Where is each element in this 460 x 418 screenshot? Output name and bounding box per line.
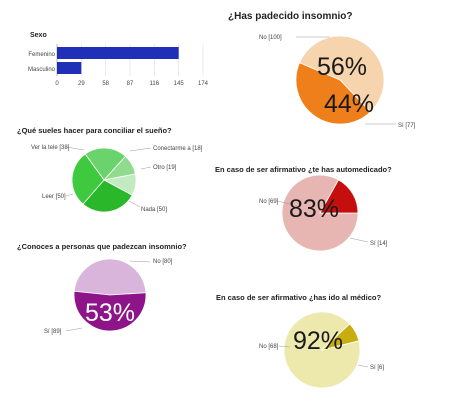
insomnio-title: ¿Has padecido insomnio? — [228, 11, 352, 22]
slice-label: Sí [6] — [370, 365, 384, 371]
slice-label: Sí [14] — [370, 241, 388, 247]
slice-label: No [100] — [259, 35, 282, 41]
slice-label: Otro [19] — [153, 165, 177, 171]
conciliar-slices — [71, 147, 137, 213]
leader-line — [357, 364, 369, 368]
pie-slice — [73, 258, 147, 296]
pie-slice — [71, 153, 105, 205]
slice-label: No [68] — [259, 344, 279, 350]
slice-label: Leer [50] — [42, 194, 66, 200]
conoces-pie-chart: ¿Conoces a personas que padezcan insomni… — [17, 242, 187, 335]
x-tick-label: 145 — [174, 81, 185, 87]
slice-label: Ver la tele [38] — [31, 145, 70, 151]
automedicado-pie-chart: En caso de ser afirmativo ¿te has autome… — [215, 165, 392, 252]
leader-line — [276, 200, 291, 205]
leader-line — [65, 193, 74, 197]
pie-slice — [298, 35, 385, 113]
sexo-category-label: Femenino — [28, 52, 55, 58]
pie-slice — [73, 290, 147, 332]
leader-line — [129, 147, 152, 152]
leader-line — [65, 327, 83, 332]
insomnio-slices — [295, 35, 385, 125]
slice-label: No [69] — [259, 199, 279, 205]
sexo-bar-chart: Sexo Femenino Masculino 0 29 58 87 116 145 174 — [28, 32, 209, 87]
slice-label: Sí [77] — [398, 123, 416, 129]
x-tick-label: 0 — [55, 81, 59, 87]
conoces-title: ¿Conoces a personas que padezcan insomni… — [17, 242, 187, 251]
pie-slice — [320, 323, 360, 351]
automedicado-title: En caso de ser afirmativo ¿te has autome… — [215, 165, 392, 174]
percentage-label: 44% — [324, 90, 374, 118]
sexo-tick-labels: 0 29 58 87 116 145 174 — [55, 81, 208, 87]
slice-label: Sí [89] — [44, 329, 62, 335]
leader-line — [128, 200, 141, 208]
conoces-slices — [73, 258, 147, 332]
slice-label: Nada [50] — [141, 207, 167, 213]
leader-line — [349, 237, 369, 243]
slice-label: Conectarme a [18] — [153, 146, 203, 152]
bar — [57, 62, 82, 74]
pie-slice — [295, 62, 371, 125]
pie-slice — [84, 147, 127, 181]
sexo-category-label: Masculino — [28, 67, 56, 73]
slice-label: No [80] — [153, 259, 173, 265]
x-tick-label: 29 — [78, 81, 85, 87]
x-tick-label: 58 — [102, 81, 109, 87]
percentage-label: 56% — [317, 53, 367, 81]
insomnio-pie-chart: ¿Has padecido insomnio? No [100] Sí [77]… — [228, 11, 416, 129]
leader-line — [278, 345, 291, 348]
pie-slice — [319, 179, 359, 214]
pie-slice — [281, 174, 359, 252]
leader-line — [140, 166, 152, 170]
medico-slices — [283, 311, 361, 389]
percentage-label: 83% — [289, 195, 339, 223]
medico-pie-chart: En caso de ser afirmativo ¿has ido al mé… — [216, 293, 384, 389]
sexo-title: Sexo — [30, 32, 47, 39]
leader-line — [129, 260, 151, 263]
bar — [57, 47, 179, 59]
leader-line — [65, 146, 85, 151]
percentage-label: 53% — [85, 299, 135, 327]
pie-slice — [82, 179, 133, 213]
conciliar-title: ¿Qué sueles hacer para conciliar el sueñ… — [17, 126, 172, 135]
x-tick-label: 116 — [150, 81, 160, 87]
x-tick-label: 87 — [127, 81, 134, 87]
x-tick-label: 174 — [198, 81, 209, 87]
medico-title: En caso de ser afirmativo ¿has ido al mé… — [216, 293, 381, 302]
automedicado-slices — [281, 174, 359, 252]
percentage-label: 92% — [293, 327, 343, 355]
conciliar-pie-chart: ¿Qué sueles hacer para conciliar el sueñ… — [17, 126, 203, 213]
sexo-bars — [57, 47, 179, 74]
